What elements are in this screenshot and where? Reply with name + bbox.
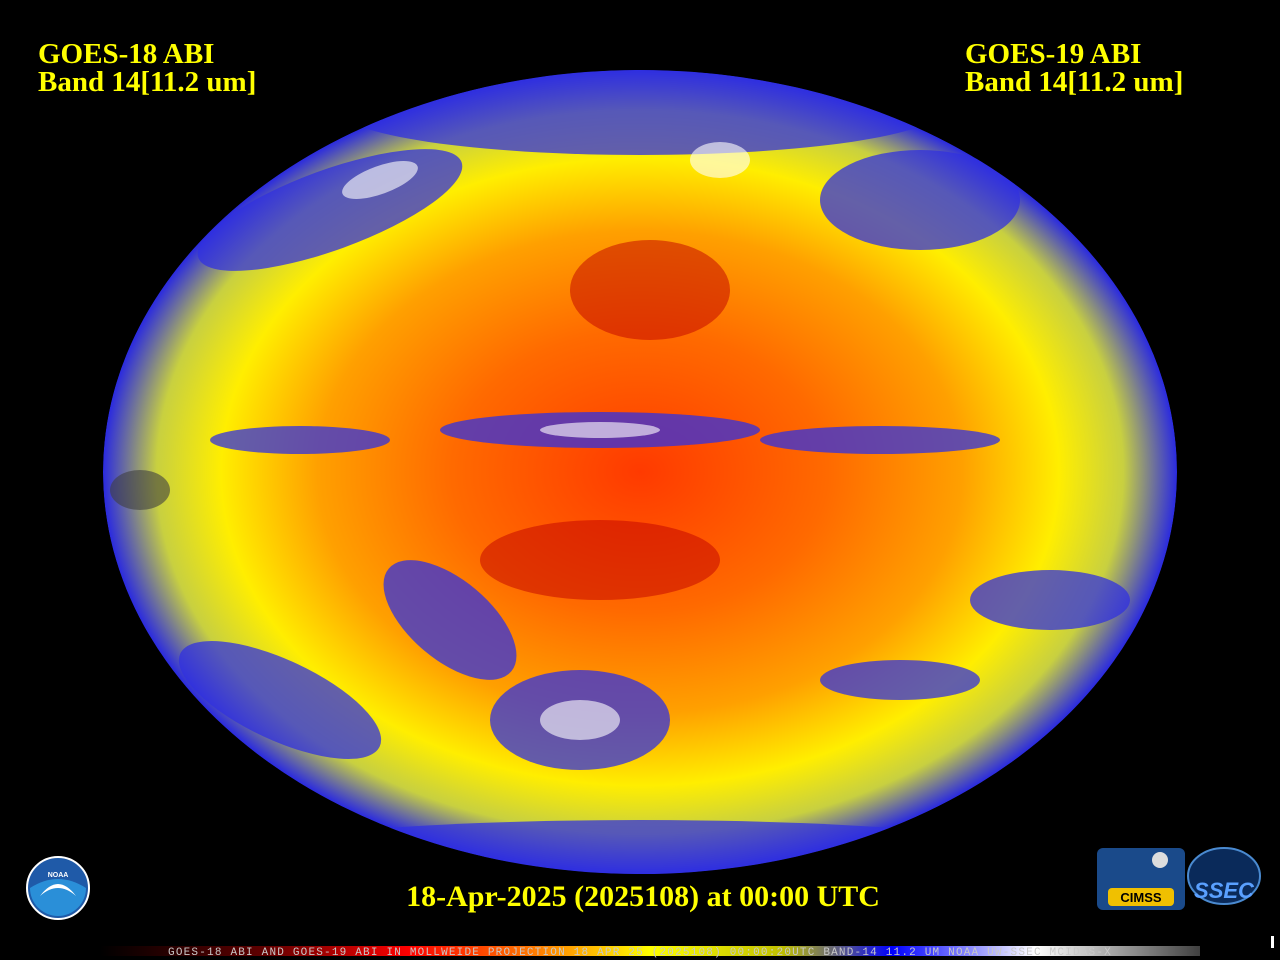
left-band: Band 14[11.2 um] bbox=[38, 66, 256, 98]
right-band: Band 14[11.2 um] bbox=[965, 66, 1183, 98]
ssec-logo: SSEC bbox=[1187, 847, 1261, 905]
timestamp: 18-Apr-2025 (2025108) at 00:00 UTC bbox=[406, 880, 880, 913]
noaa-label: NOAA bbox=[48, 872, 69, 879]
cimss-label: CIMSS bbox=[1120, 890, 1162, 905]
marker bbox=[1271, 936, 1274, 948]
color-bar-caption: GOES-18 ABI AND GOES-19 ABI IN MOLLWEIDE… bbox=[168, 947, 1112, 959]
cloud-bands bbox=[178, 70, 1130, 874]
right-title: GOES-19 ABI bbox=[965, 38, 1141, 70]
noaa-logo: NOAA bbox=[26, 856, 90, 920]
ssec-label: SSEC bbox=[1194, 878, 1255, 903]
left-title: GOES-18 ABI bbox=[38, 38, 214, 70]
cimss-logo: CIMSS bbox=[1097, 848, 1185, 910]
warm-areas bbox=[480, 240, 730, 600]
globe bbox=[103, 70, 1177, 874]
color-bar bbox=[100, 946, 1200, 956]
cloud-tops bbox=[110, 142, 750, 740]
